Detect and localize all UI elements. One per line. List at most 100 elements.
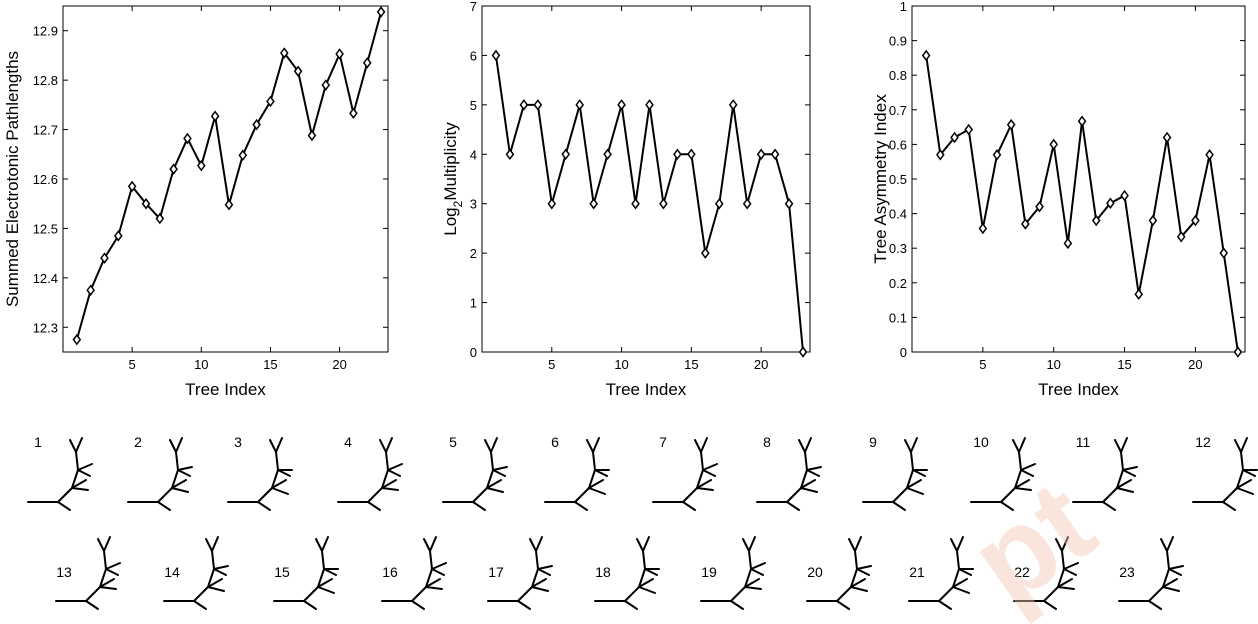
tree-branch	[269, 439, 277, 453]
tree-branch	[171, 487, 189, 493]
tree-branch	[696, 487, 714, 491]
y-tick-label: 5	[470, 98, 477, 113]
tree-branch	[1020, 469, 1034, 477]
tree-22: 22	[1013, 536, 1079, 610]
y-axis-label-main: Log	[441, 207, 460, 235]
tree-branch	[744, 568, 752, 588]
tree-branch	[193, 600, 207, 610]
tree-branch	[486, 487, 504, 493]
data-point	[742, 197, 752, 210]
data-point	[770, 148, 780, 161]
tree-branch	[271, 479, 287, 489]
tree-branch	[169, 439, 177, 453]
data-point	[72, 333, 82, 346]
y-tick-label: 12.5	[33, 221, 58, 236]
tree-branch	[1236, 479, 1252, 489]
data-point	[645, 99, 654, 111]
tree-branch	[367, 487, 383, 503]
tree-branch	[642, 550, 646, 570]
tree-branch	[257, 501, 271, 511]
tree-branch	[1234, 439, 1242, 453]
tree-3: 3	[227, 434, 293, 511]
data-point	[1049, 138, 1059, 151]
tree-branch	[205, 538, 213, 552]
tree-branch	[1061, 550, 1065, 570]
tree-branch	[271, 487, 289, 495]
tree-branch	[486, 469, 494, 489]
data-point	[631, 197, 640, 210]
data-point	[1006, 118, 1016, 131]
data-point	[978, 222, 988, 235]
tree-branch	[1162, 578, 1178, 588]
y-tick-label: 0	[900, 345, 907, 360]
y-tick-label: 1	[470, 296, 477, 311]
x-axis-label: Tree Index	[1038, 380, 1119, 399]
tree-branch	[175, 451, 179, 471]
tree-branch	[1057, 586, 1075, 590]
tree-20: 20	[806, 536, 872, 610]
data-point	[224, 198, 234, 211]
tree-branch	[381, 469, 389, 489]
tree-branch	[492, 466, 508, 471]
data-point	[141, 197, 151, 210]
tree-branch	[175, 437, 183, 453]
data-point	[335, 48, 344, 60]
tree-branch	[1122, 469, 1136, 477]
y-tick-label: 12.4	[33, 271, 58, 286]
tree-label: 9	[869, 434, 877, 450]
x-tick-label: 10	[1046, 357, 1060, 372]
data-point	[533, 99, 543, 111]
tree-label: 5	[449, 434, 457, 450]
x-tick-label: 15	[684, 357, 698, 372]
data-point	[1162, 131, 1172, 144]
tree-branch	[472, 501, 486, 511]
watermark: pt	[947, 455, 1117, 624]
tree-branch	[854, 536, 862, 552]
tree-branch	[804, 437, 812, 453]
tree-branch	[211, 550, 215, 570]
tree-branch	[696, 479, 712, 489]
y-tick-label: 12.8	[33, 73, 58, 88]
tree-branch	[804, 451, 808, 471]
tree-branch	[1000, 501, 1014, 511]
tree-branch	[381, 487, 399, 491]
data-point	[266, 95, 275, 108]
data-point	[575, 99, 585, 111]
data-point	[155, 212, 165, 225]
charts-group: 5 10 15 2012.312.412.512.612.712.812.9Tree …	[3, 0, 1246, 399]
tree-branch	[75, 437, 83, 453]
tree-branch	[1102, 487, 1118, 503]
tree-branch	[750, 568, 764, 576]
tree-branch	[1018, 437, 1026, 453]
tree-4: 4	[337, 434, 403, 511]
tree-branch	[490, 451, 494, 471]
tree-branch	[1020, 463, 1036, 471]
tree-branch	[702, 463, 718, 471]
tree-branch	[750, 562, 766, 570]
tree-label: 21	[909, 564, 925, 580]
tree-branch	[1240, 451, 1244, 471]
tree-branch	[588, 469, 596, 489]
tree-branch	[85, 586, 101, 602]
tree-branch	[786, 501, 800, 511]
tree-branch	[700, 451, 704, 471]
tree-branch	[492, 469, 506, 477]
y-tick-label: 0.9	[889, 34, 907, 49]
tree-branch	[800, 469, 808, 489]
y-tick-label: 6	[470, 48, 477, 63]
data-point	[950, 131, 959, 144]
tree-label: 1	[34, 434, 42, 450]
tree-branch	[71, 479, 87, 489]
tree-branch	[638, 586, 656, 594]
tree-branch	[836, 600, 850, 610]
tree-branch	[624, 600, 638, 610]
tree-branch	[207, 578, 223, 588]
tree-branch	[1168, 565, 1184, 570]
tree-branch	[638, 568, 646, 588]
tree-branch	[1014, 487, 1032, 491]
tree-branch	[367, 501, 381, 511]
data-point	[100, 252, 109, 264]
tree-branch	[472, 487, 488, 503]
data-point	[1106, 197, 1115, 209]
